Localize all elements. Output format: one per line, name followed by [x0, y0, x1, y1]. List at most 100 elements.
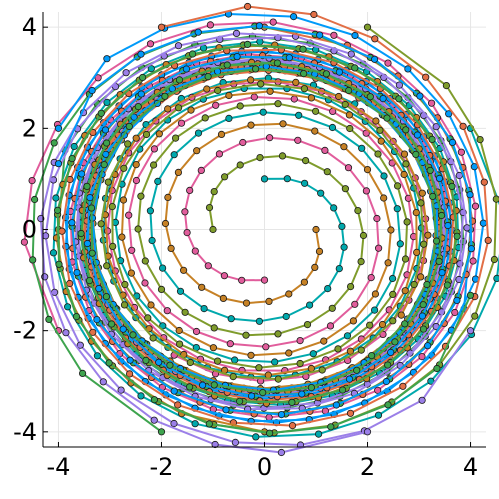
trajectory-point-17-51 — [166, 361, 174, 369]
trajectory-point-2-39 — [266, 87, 274, 95]
trajectory-point-1-12 — [294, 136, 302, 144]
trajectory-point-2-48 — [346, 347, 354, 355]
trajectory-point-2-13 — [174, 168, 182, 176]
trajectory-point-1-31 — [177, 119, 186, 127]
trajectory-point-15-1 — [442, 82, 450, 90]
trajectory-point-10-7 — [484, 236, 492, 244]
trajectory-point-1-24 — [192, 327, 201, 336]
trajectory-point-8-5 — [351, 31, 359, 40]
trajectory-point-17-24 — [384, 361, 392, 369]
trajectory-point-3-36 — [366, 321, 374, 329]
trajectory-point-17-47 — [353, 366, 361, 374]
trajectory-point-1-0 — [260, 276, 269, 284]
trajectory-point-16-44 — [86, 194, 94, 202]
trajectory-point-10-16 — [89, 328, 97, 336]
trajectory-point-5-15 — [418, 352, 426, 361]
trajectory-point-17-36 — [175, 76, 184, 84]
trajectory-point-0-20 — [194, 129, 203, 137]
trajectory-point-0-8 — [324, 284, 332, 293]
x-tick-label: -2 — [150, 453, 174, 481]
trajectory-point-17-66 — [432, 237, 441, 245]
trajectory-point-0-11 — [255, 317, 263, 325]
trajectory-point-3-4 — [236, 161, 244, 169]
trajectory-point-3-0 — [209, 225, 217, 234]
trajectory-point-14-2 — [45, 315, 53, 323]
trajectory-point-0-26 — [380, 172, 388, 180]
trajectory-point-1-11 — [265, 134, 274, 142]
trajectory-point-16-20 — [73, 268, 81, 277]
trajectory-point-1-5 — [183, 229, 191, 237]
trajectory-point-3-27 — [236, 102, 244, 110]
trajectory-point-17-49 — [259, 388, 267, 397]
trajectory-point-3-21 — [141, 257, 149, 265]
trajectory-point-17-10 — [53, 206, 62, 214]
trajectory-point-16-36 — [345, 375, 354, 383]
trajectory-point-2-8 — [198, 283, 206, 291]
trajectory-point-2-50 — [264, 371, 272, 379]
trajectory-point-17-69 — [367, 351, 376, 360]
trajectory-point-3-34 — [401, 255, 410, 263]
trajectory-point-15-4 — [490, 255, 498, 264]
trajectory-point-17-32 — [77, 229, 85, 238]
trajectory-point-2-49 — [307, 364, 315, 373]
trajectory-point-11-12 — [232, 29, 241, 38]
trajectory-point-17-59 — [204, 73, 212, 81]
trajectory-point-2-32 — [127, 269, 135, 277]
trajectory-point-16-39 — [199, 381, 207, 389]
trajectory-point-2-1 — [315, 247, 324, 255]
trajectory-point-16-9 — [466, 191, 474, 199]
trajectory-point-16-31 — [435, 174, 444, 182]
trajectory-point-15-5 — [471, 312, 479, 320]
trajectory-point-1-9 — [215, 150, 223, 158]
y-tick-label: -4 — [13, 418, 37, 446]
trajectory-point-17-11 — [68, 155, 76, 163]
trajectory-point-11-16 — [432, 123, 440, 131]
trajectory-point-11-14 — [347, 50, 355, 58]
trajectory-point-16-45 — [102, 150, 110, 158]
trajectory-16 — [54, 22, 475, 419]
trajectory-point-16-26 — [233, 52, 241, 61]
trajectory-point-17-26 — [288, 398, 296, 406]
trajectory-point-17-44 — [435, 257, 443, 265]
trajectory-point-11-2 — [211, 440, 219, 449]
trajectory-point-17-21 — [453, 232, 461, 240]
trajectory-point-9-5 — [170, 419, 178, 428]
trajectory-point-3-54 — [402, 160, 410, 168]
trajectory-point-4-12 — [49, 249, 58, 257]
trajectory-point-16-0 — [54, 160, 63, 168]
trajectory-point-3-44 — [109, 242, 117, 250]
trajectory-point-1-3 — [204, 262, 212, 270]
trajectory-point-3-2 — [210, 188, 218, 196]
trajectory-point-3-11 — [359, 231, 368, 240]
trajectory-point-2-20 — [363, 166, 372, 174]
trajectory-point-3-59 — [357, 346, 365, 354]
trajectory-point-10-14 — [174, 401, 182, 409]
trajectory-point-3-10 — [354, 207, 362, 215]
trajectory-point-0-1 — [283, 175, 291, 183]
trajectory-point-3-31 — [374, 150, 382, 158]
trajectory-3 — [97, 80, 428, 383]
trajectory-point-5-11 — [457, 148, 465, 156]
trajectory-point-17-38 — [273, 59, 281, 67]
trajectory-point-15-2 — [476, 136, 484, 144]
trajectory-point-2-19 — [340, 143, 348, 151]
trajectory-point-9-0 — [466, 327, 475, 335]
trajectory-point-2-38 — [225, 91, 233, 100]
x-tick-label: 0 — [257, 453, 272, 481]
trajectory-point-11-3 — [150, 416, 158, 424]
trajectory-point-3-66 — [103, 262, 111, 270]
trajectory-point-17-40 — [366, 93, 374, 101]
trajectory-point-3-8 — [323, 168, 331, 176]
trajectory-point-17-56 — [100, 161, 108, 169]
trajectory-point-4-5 — [374, 411, 383, 419]
trajectory-point-16-5 — [316, 31, 324, 39]
trajectory-point-0-25 — [358, 144, 366, 152]
trajectory-line-3 — [100, 82, 425, 381]
trajectory-point-17-2 — [384, 401, 392, 409]
trajectory-point-2-66 — [418, 189, 426, 197]
trajectory-point-4-18 — [256, 37, 264, 46]
trajectory-point-2-60 — [203, 85, 211, 93]
trajectory-point-17-34 — [103, 139, 111, 147]
trajectory-point-2-67 — [424, 231, 432, 239]
trajectory-point-2-6 — [242, 299, 251, 307]
